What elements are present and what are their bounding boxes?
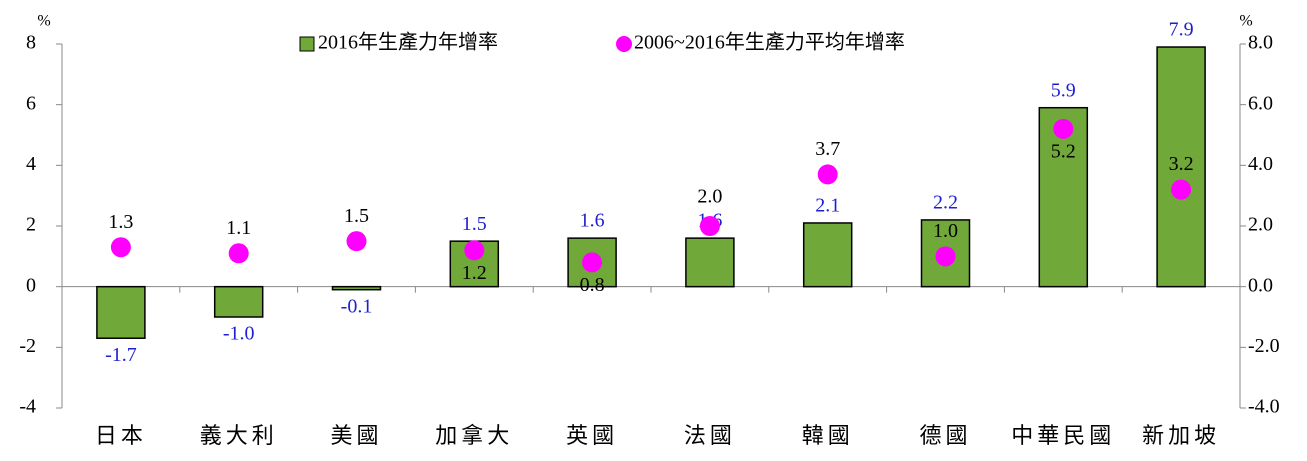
dot-value-label: 5.2 xyxy=(1051,141,1076,163)
x-tick-label: 韓國 xyxy=(802,423,854,448)
dot xyxy=(817,164,838,185)
dot-value-label: 1.2 xyxy=(462,262,487,284)
dot-value-label: 2.0 xyxy=(697,186,722,208)
y2-tick-label: 4.0 xyxy=(1248,153,1273,175)
bar xyxy=(1156,46,1206,288)
bar-value-label: 7.9 xyxy=(1169,19,1194,41)
y-tick-label: 6 xyxy=(26,92,36,114)
bar-value-label: -0.1 xyxy=(341,295,373,317)
dot xyxy=(935,246,956,267)
bar xyxy=(96,285,146,339)
legend-label: 2016年生產力年增率 xyxy=(318,31,498,54)
y2-tick-label: -2.0 xyxy=(1248,335,1280,357)
y2-axis-label: % xyxy=(1239,13,1252,30)
bar xyxy=(331,285,382,291)
x-tick-label: 義大利 xyxy=(200,423,278,448)
x-tick-label: 英國 xyxy=(566,423,618,448)
dot xyxy=(110,237,131,258)
y-tick-label: -4 xyxy=(19,396,36,418)
dot xyxy=(699,216,720,236)
legend-label: 2006~2016年生產力平均年增率 xyxy=(634,31,905,54)
x-tick-label: 加拿大 xyxy=(435,423,513,448)
x-tick-label: 新加坡 xyxy=(1142,423,1220,448)
bar xyxy=(685,237,735,288)
dot xyxy=(228,243,249,264)
dot-value-label: 3.7 xyxy=(815,138,840,160)
bar-value-label: 2.1 xyxy=(815,195,840,217)
legend-swatch xyxy=(616,36,632,52)
dot-value-label: 1.1 xyxy=(226,217,251,239)
bar-value-label: -1.7 xyxy=(105,344,137,366)
x-tick-label: 美國 xyxy=(330,423,382,448)
y2-tick-label: 2.0 xyxy=(1248,214,1273,236)
bar-value-label: -1.0 xyxy=(223,323,255,345)
dot-value-label: 1.0 xyxy=(933,220,958,242)
dot xyxy=(464,240,485,261)
bar-value-label: 5.9 xyxy=(1051,79,1076,101)
y-tick-label: 0 xyxy=(26,274,36,296)
y-tick-label: 8 xyxy=(26,32,36,54)
y2-tick-label: 8.0 xyxy=(1248,32,1273,54)
legend-swatch xyxy=(299,36,315,52)
x-tick-label: 中華民國 xyxy=(1011,423,1115,448)
x-tick-label: 日本 xyxy=(95,423,147,448)
dot xyxy=(1171,179,1192,200)
dot-value-label: 1.5 xyxy=(344,205,369,227)
bar-value-label: 1.5 xyxy=(462,213,487,235)
y2-tick-label: -4.0 xyxy=(1248,396,1280,418)
y-tick-label: -2 xyxy=(19,335,36,357)
dot-value-label: 3.2 xyxy=(1169,153,1194,175)
bar xyxy=(213,285,264,318)
dot xyxy=(346,231,367,252)
dot-value-label: 1.3 xyxy=(108,211,133,233)
bar-value-label: 1.6 xyxy=(580,210,605,232)
x-tick-label: 德國 xyxy=(919,423,971,448)
y-tick-label: 4 xyxy=(26,153,36,175)
y2-tick-label: 6.0 xyxy=(1248,92,1273,114)
bar xyxy=(567,237,617,288)
dot xyxy=(582,252,603,273)
bar xyxy=(802,222,853,288)
dot-value-label: 0.8 xyxy=(580,274,605,296)
y-axis-label: % xyxy=(37,13,50,30)
bar-value-label: 2.2 xyxy=(933,192,958,214)
y2-tick-label: 0.0 xyxy=(1248,274,1273,296)
dot xyxy=(1053,118,1074,139)
y-tick-label: 2 xyxy=(26,214,36,236)
x-tick-label: 法國 xyxy=(684,423,736,448)
